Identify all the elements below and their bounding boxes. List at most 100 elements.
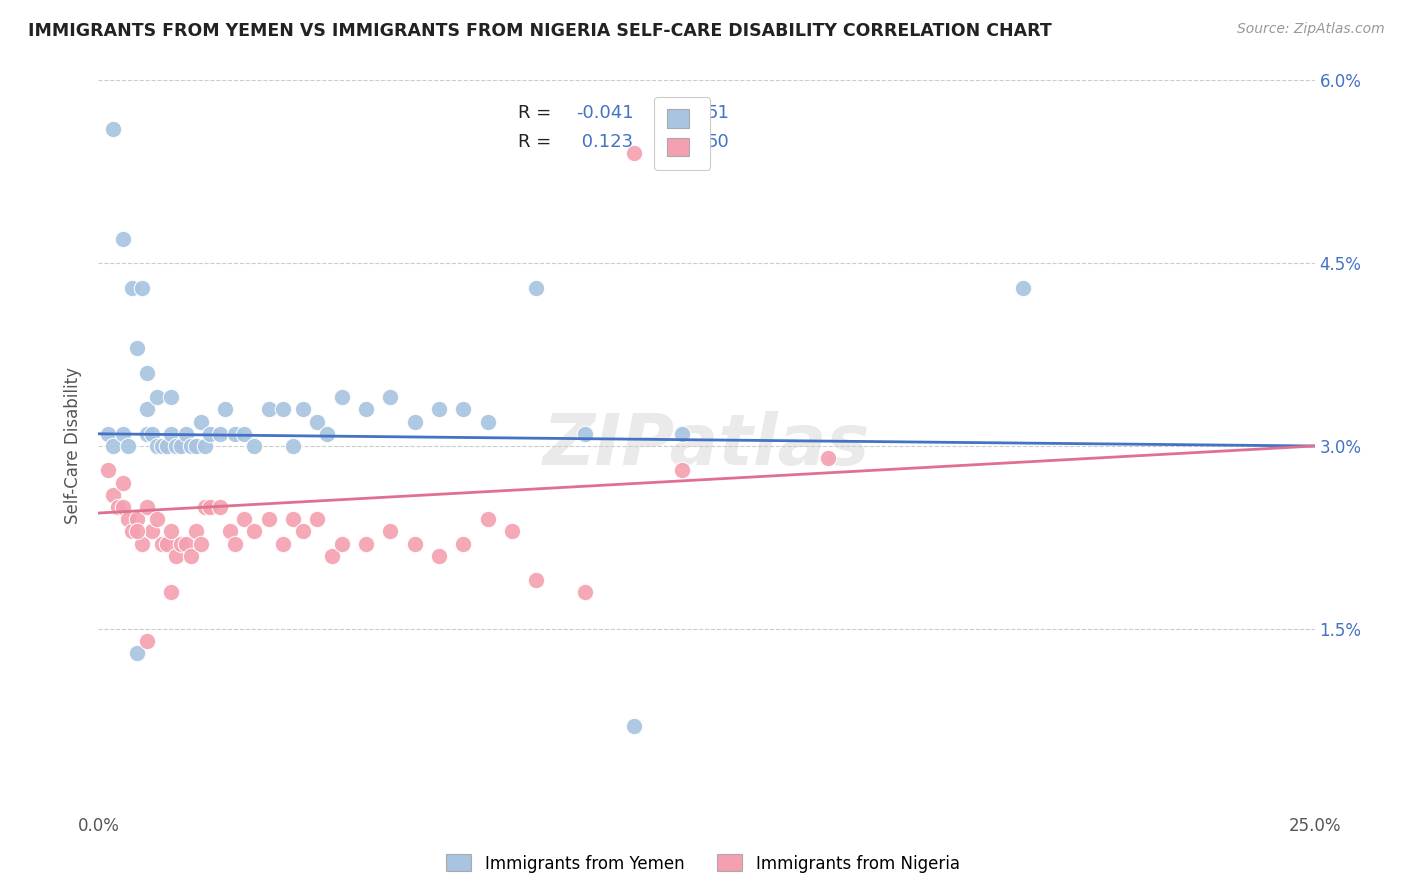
Point [427,549,450,563]
Text: 50: 50 [707,134,730,152]
Point [200,500,222,514]
Point [136,426,159,441]
Point [453,536,475,550]
Point [146,512,169,526]
Point [200,426,222,441]
Text: -0.041: -0.041 [576,104,634,122]
Text: 0.123: 0.123 [576,134,634,152]
Point [97,463,120,477]
Point [127,342,149,356]
Point [404,415,426,429]
Text: Source: ZipAtlas.com: Source: ZipAtlas.com [1237,22,1385,37]
Point [1011,280,1033,294]
Point [155,536,177,550]
Point [180,439,202,453]
Point [141,524,163,539]
Point [160,585,183,599]
Text: N =: N = [658,134,697,152]
Point [101,439,124,453]
Text: R =: R = [517,104,557,122]
Point [150,439,173,453]
Point [131,280,153,294]
Point [107,500,129,514]
Point [671,463,693,477]
Point [117,439,139,453]
Point [233,512,256,526]
Y-axis label: Self-Care Disability: Self-Care Disability [65,368,83,524]
Point [574,585,596,599]
Point [224,536,246,550]
Point [127,646,149,660]
Point [307,512,329,526]
Point [307,415,329,429]
Point [121,524,143,539]
Point [160,524,183,539]
Point [817,451,839,466]
Point [330,390,353,404]
Point [141,426,163,441]
Point [623,719,645,733]
Point [101,122,124,136]
Point [170,536,193,550]
Point [354,402,377,417]
Point [180,549,202,563]
Point [243,524,266,539]
Point [477,512,499,526]
Point [233,426,256,441]
Point [194,439,217,453]
Text: R =: R = [517,134,557,152]
Point [136,402,159,417]
Point [136,500,159,514]
Point [184,439,207,453]
Point [131,536,153,550]
Point [623,146,645,161]
Point [218,524,240,539]
Point [321,549,343,563]
Legend: , : , [654,96,710,169]
Point [243,439,266,453]
Text: 51: 51 [707,104,730,122]
Point [136,634,159,648]
Text: ZIPatlas: ZIPatlas [543,411,870,481]
Point [190,415,212,429]
Point [453,402,475,417]
Point [170,439,193,453]
Point [291,402,314,417]
Point [380,524,402,539]
Point [127,524,149,539]
Point [427,402,450,417]
Point [574,426,596,441]
Point [121,280,143,294]
Point [117,512,139,526]
Point [501,524,523,539]
Point [174,536,197,550]
Point [257,512,280,526]
Point [281,439,304,453]
Point [257,402,280,417]
Point [101,488,124,502]
Point [97,426,120,441]
Point [404,536,426,550]
Point [271,536,294,550]
Point [271,402,294,417]
Point [477,415,499,429]
Point [380,390,402,404]
Point [184,524,207,539]
Point [146,439,169,453]
Point [224,426,246,441]
Point [190,536,212,550]
Point [136,366,159,380]
Point [194,500,217,514]
Point [160,426,183,441]
Point [209,500,232,514]
Point [165,439,187,453]
Point [214,402,236,417]
Point [111,232,134,246]
Point [354,536,377,550]
Point [330,536,353,550]
Point [671,426,693,441]
Point [111,475,134,490]
Point [150,536,173,550]
Point [165,549,187,563]
Text: IMMIGRANTS FROM YEMEN VS IMMIGRANTS FROM NIGERIA SELF-CARE DISABILITY CORRELATIO: IMMIGRANTS FROM YEMEN VS IMMIGRANTS FROM… [28,22,1052,40]
